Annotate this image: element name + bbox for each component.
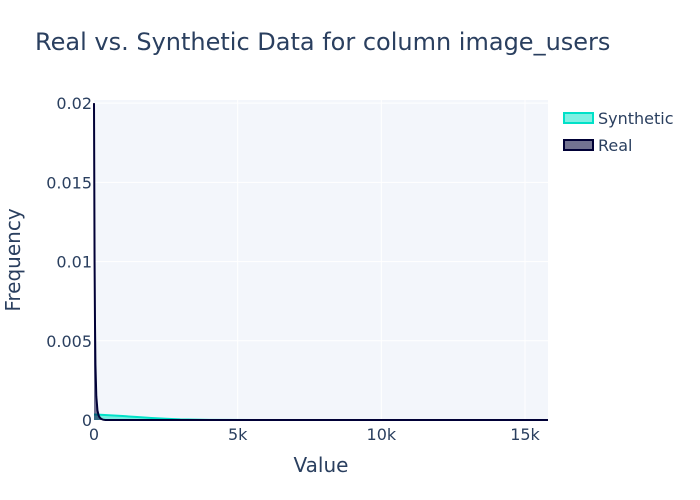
plot-background [94, 100, 548, 420]
legend[interactable]: Synthetic Real [563, 109, 674, 155]
y-tick-label: 0.005 [46, 332, 92, 351]
x-axis-ticks: 0 5k 10k 15k [89, 425, 541, 444]
series-layer [93, 103, 548, 421]
x-tick-label: 0 [89, 425, 99, 444]
y-tick-label: 0.015 [46, 173, 92, 192]
grid-lines [94, 100, 548, 420]
y-axis-title: Frequency [1, 208, 25, 311]
legend-swatch [563, 139, 594, 151]
x-tick-label: 15k [510, 425, 540, 444]
chart-title: Real vs. Synthetic Data for column image… [35, 28, 610, 56]
y-tick-label: 0.02 [56, 94, 92, 113]
x-tick-label: 10k [367, 425, 397, 444]
legend-item-real[interactable]: Real [563, 136, 633, 155]
legend-label: Synthetic [598, 109, 674, 128]
y-tick-label: 0.01 [56, 253, 92, 272]
legend-swatch [563, 112, 594, 124]
y-axis-ticks: 0 0.005 0.01 0.015 0.02 [46, 94, 92, 430]
x-tick-label: 5k [228, 425, 248, 444]
legend-item-synthetic[interactable]: Synthetic [563, 109, 674, 128]
x-axis-title: Value [294, 453, 349, 477]
legend-label: Real [598, 136, 633, 155]
series-line-real [93, 103, 548, 421]
y-tick-label: 0 [82, 411, 92, 430]
